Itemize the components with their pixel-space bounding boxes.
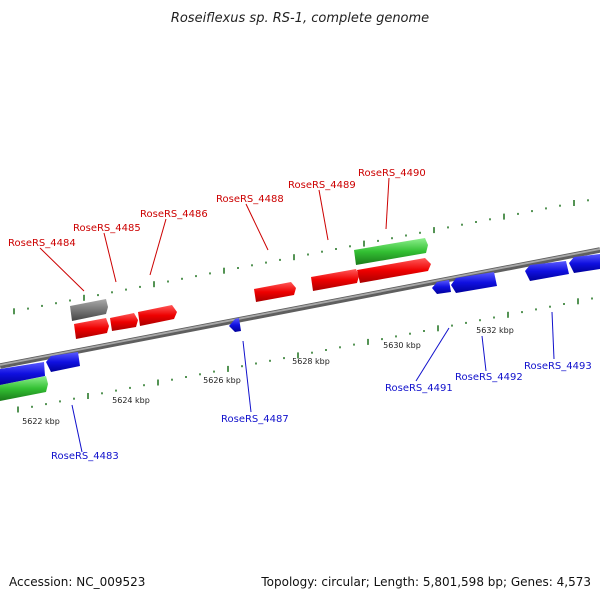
reverse-strand-genes	[0, 254, 600, 385]
gene-4486b[interactable]	[138, 305, 177, 326]
genome-backbone	[0, 247, 600, 369]
accession-text: Accession: NC_009523	[9, 575, 145, 589]
gene-4490[interactable]	[357, 258, 431, 283]
kbp-label: 5626 kbp	[203, 376, 241, 385]
gene-label[interactable]: RoseRS_4483	[51, 451, 119, 462]
gene-label[interactable]: RoseRS_4485	[73, 223, 141, 234]
label-connectors	[39, 177, 555, 453]
gene-label[interactable]: RoseRS_4488	[216, 194, 284, 205]
gene-4487[interactable]	[229, 318, 241, 332]
gene-4485[interactable]	[74, 318, 109, 339]
gene-rna-left[interactable]	[0, 376, 48, 401]
ruler-labels: 5622 kbp 5624 kbp 5626 kbp 5628 kbp 5630…	[22, 326, 514, 426]
gene-label[interactable]: RoseRS_4490	[358, 168, 426, 179]
gene-4492[interactable]	[451, 272, 497, 293]
genome-summary-text: Topology: circular; Length: 5,801,598 bp…	[260, 575, 591, 589]
gene-4488[interactable]	[254, 282, 296, 302]
gene-rev-left[interactable]	[0, 362, 45, 385]
gene-label[interactable]: RoseRS_4484	[8, 238, 76, 249]
gene-label[interactable]: RoseRS_4487	[221, 414, 289, 425]
gene-label[interactable]: RoseRS_4489	[288, 180, 356, 191]
kbp-label: 5632 kbp	[476, 326, 514, 335]
gene-label[interactable]: RoseRS_4491	[385, 383, 453, 394]
map-title: Roseiflexus sp. RS-1, complete genome	[171, 11, 429, 26]
kbp-label: 5628 kbp	[292, 357, 330, 366]
gene-label[interactable]: RoseRS_4492	[455, 372, 523, 383]
gene-4493b[interactable]	[569, 254, 600, 273]
kbp-label: 5622 kbp	[22, 417, 60, 426]
reverse-gene-labels: RoseRS_4483 RoseRS_4487 RoseRS_4491 Rose…	[51, 361, 592, 462]
forward-gene-labels: RoseRS_4484 RoseRS_4485 RoseRS_4486 Rose…	[8, 168, 426, 249]
kbp-label: 5630 kbp	[383, 341, 421, 350]
tick-marks	[13, 199, 593, 413]
gene-4493a[interactable]	[525, 261, 569, 281]
gene-4489[interactable]	[311, 269, 359, 291]
forward-strand-genes	[0, 238, 431, 401]
gene-other-4484[interactable]	[70, 299, 108, 321]
gene-4491[interactable]	[432, 280, 451, 294]
gene-label[interactable]: RoseRS_4493	[524, 361, 592, 372]
gene-4483[interactable]	[46, 352, 80, 372]
kbp-label: 5624 kbp	[112, 396, 150, 405]
gene-4490-rna[interactable]	[354, 238, 428, 265]
gene-label[interactable]: RoseRS_4486	[140, 209, 208, 220]
gene-4486a[interactable]	[110, 313, 138, 331]
